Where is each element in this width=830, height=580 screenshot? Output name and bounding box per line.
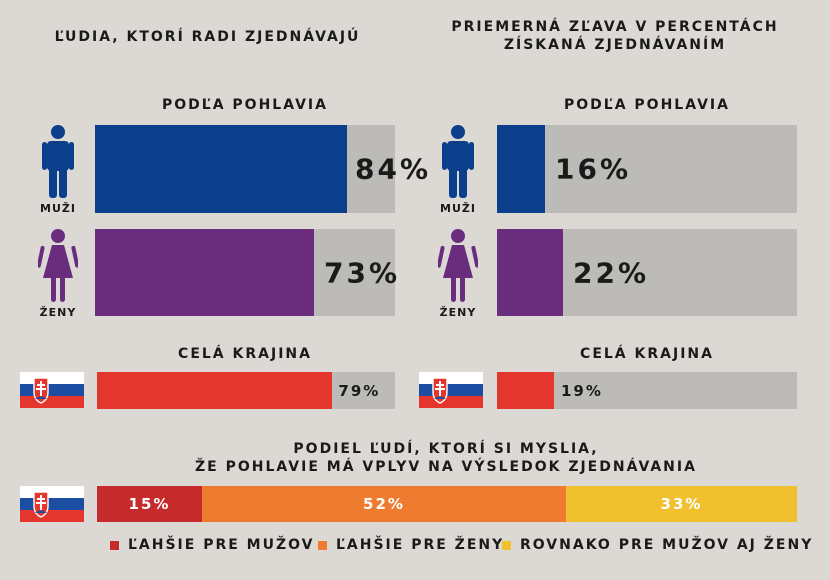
right-women-label: ŽENY [439, 306, 477, 319]
left-flag [20, 372, 84, 412]
right-title-line1: PRIEMERNÁ ZĽAVA V PERCENTÁCH [451, 19, 779, 35]
left-women-bar [95, 229, 314, 316]
bottom-flag [20, 486, 84, 526]
bottom-title-line1: PODIEL ĽUDÍ, KTORÍ SI MYSLIA, [293, 441, 599, 457]
left-women-track: 73% [95, 229, 397, 316]
male-icon [442, 125, 474, 198]
left-women-label: ŽENY [39, 306, 77, 319]
left-country-bar [97, 372, 333, 409]
right-men-group [438, 124, 478, 204]
right-by-gender-heading: PODĽA POHLAVIA [564, 97, 730, 113]
segment-men-easier-value: 15% [128, 495, 171, 513]
left-men-label: MUŽI [40, 202, 76, 215]
left-men-group [38, 124, 78, 204]
right-men-value: 16% [555, 152, 632, 186]
slovak-flag-icon [20, 372, 84, 408]
slovak-flag-icon [20, 486, 84, 522]
left-men-bar [95, 125, 347, 213]
stacked-bar: 15% 52% 33% [97, 486, 797, 522]
segment-equal-value: 33% [660, 495, 703, 513]
left-men-track: 84% [95, 125, 428, 213]
right-men-bar [497, 125, 545, 213]
right-country-track: 19% [497, 372, 797, 409]
left-country-track: 79% [97, 372, 395, 409]
segment-women-easier-value: 52% [363, 495, 405, 513]
right-women-value: 22% [573, 256, 650, 289]
right-country-bar [497, 372, 554, 409]
left-title: ĽUDIA, KTORÍ RADI ZJEDNÁVAJÚ [54, 29, 361, 45]
bottom-title-line2: ŽE POHLAVIE MÁ VPLYV NA VÝSLEDOK ZJEDNÁV… [195, 459, 697, 475]
left-women-group [36, 228, 80, 308]
segment-men-easier: 15% [97, 486, 202, 522]
legend-equal-label: ROVNAKO PRE MUŽOV AJ ŽENY [520, 537, 814, 553]
slovak-flag-icon [419, 372, 483, 408]
female-icon [436, 229, 480, 302]
right-country-value: 19% [561, 381, 603, 400]
left-women-value: 73% [324, 256, 401, 289]
right-women-group [436, 228, 480, 308]
left-by-gender-heading: PODĽA POHLAVIA [162, 97, 328, 113]
female-icon [36, 229, 80, 302]
legend-men-easier: ĽAHŠIE PRE MUŽOV [110, 537, 315, 553]
segment-women-easier: 52% [202, 486, 566, 522]
legend-women-easier: ĽAHŠIE PRE ŽENY [318, 537, 504, 553]
right-flag [419, 372, 483, 412]
right-women-track: 22% [497, 229, 797, 316]
left-country-heading: CELÁ KRAJINA [178, 346, 312, 362]
legend-women-easier-label: ĽAHŠIE PRE ŽENY [336, 537, 505, 553]
right-country-heading: CELÁ KRAJINA [580, 346, 714, 362]
right-men-label: MUŽI [440, 202, 476, 215]
segment-equal: 33% [566, 486, 797, 522]
legend-swatch [110, 540, 119, 550]
right-men-track: 16% [497, 125, 797, 213]
legend-swatch [318, 540, 327, 550]
legend-men-easier-label: ĽAHŠIE PRE MUŽOV [128, 537, 315, 553]
right-title-line2: ZÍSKANÁ ZJEDNÁVANÍM [503, 37, 727, 53]
right-women-bar [497, 229, 563, 316]
male-icon [42, 125, 74, 198]
left-men-value: 84% [355, 152, 432, 186]
left-country-value: 79% [338, 381, 381, 400]
legend-swatch [502, 540, 511, 550]
legend-equal: ROVNAKO PRE MUŽOV AJ ŽENY [502, 537, 813, 553]
